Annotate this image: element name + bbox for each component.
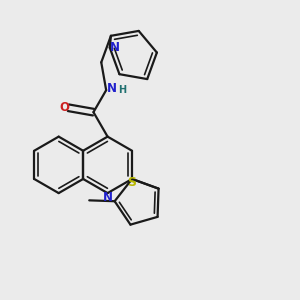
Text: O: O	[59, 101, 69, 114]
Text: N: N	[110, 41, 120, 54]
Text: N: N	[107, 82, 117, 95]
Text: S: S	[128, 176, 136, 189]
Text: H: H	[118, 85, 127, 95]
Text: N: N	[103, 191, 112, 204]
